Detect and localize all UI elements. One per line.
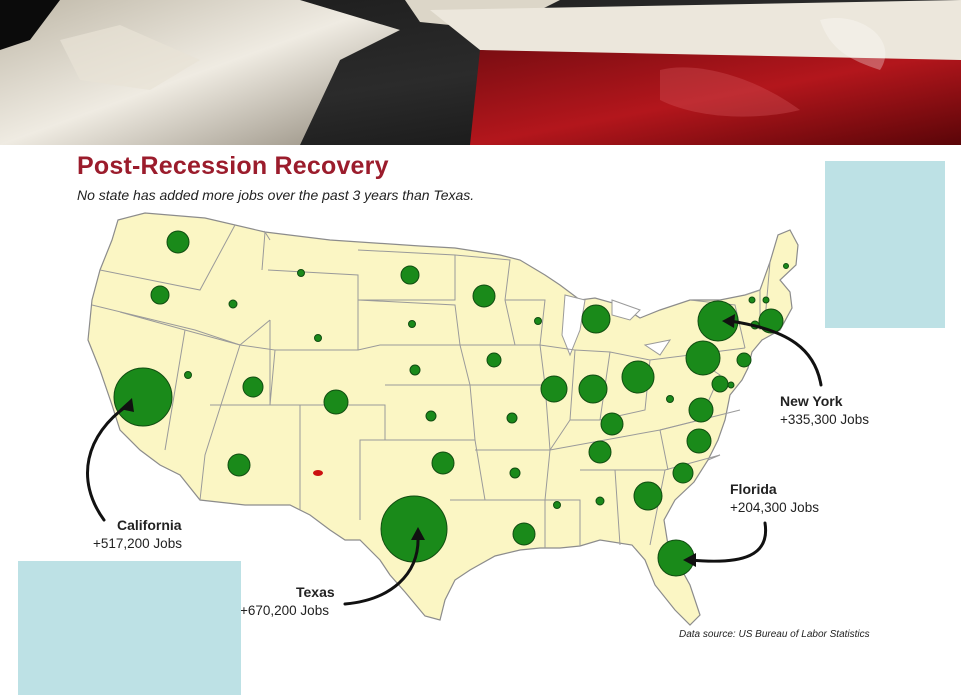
bubble-north-carolina — [686, 428, 712, 454]
callout-florida-name: Florida — [730, 481, 777, 497]
placeholder-box-bottom-left — [18, 561, 241, 695]
arrowhead-new-york — [722, 314, 735, 328]
callout-texas: Texas +670,200 Jobs — [240, 584, 335, 618]
bubble-louisiana — [512, 522, 536, 546]
bubble-utah — [242, 376, 264, 398]
bubble-vermont — [748, 296, 756, 304]
bubble-washington — [166, 230, 190, 254]
bubble-oregon — [150, 285, 170, 305]
bubble-nevada — [184, 371, 192, 379]
data-source-note: Data source: US Bureau of Labor Statisti… — [679, 629, 870, 640]
bubble-texas — [380, 495, 448, 563]
bubble-north-dakota — [400, 265, 420, 285]
callout-florida: Florida +204,300 Jobs — [730, 481, 819, 515]
bubble-massachusetts — [758, 308, 784, 334]
callout-new-york-jobs: +335,300 Jobs — [780, 412, 869, 427]
arrow-california — [86, 403, 130, 522]
bubble-illinois — [540, 375, 568, 403]
bubble-maryland — [711, 375, 729, 393]
bubble-ohio — [621, 360, 655, 394]
bubble-alabama — [595, 496, 605, 506]
bubble-west-virginia — [666, 395, 674, 403]
arrow-texas — [343, 533, 420, 606]
bubble-south-carolina — [672, 462, 694, 484]
bubble-delaware — [727, 381, 735, 389]
bubble-wyoming — [314, 334, 322, 342]
bubble-colorado — [323, 389, 349, 415]
callout-california-jobs: +517,200 Jobs — [93, 536, 182, 551]
bubble-georgia — [633, 481, 663, 511]
arrowhead-florida — [683, 553, 696, 567]
flag-banner-image — [0, 0, 961, 145]
bubble-wisconsin — [534, 317, 542, 325]
arrow-florida — [688, 521, 768, 563]
callout-texas-jobs: +670,200 Jobs — [240, 603, 329, 618]
callout-california-name: California — [117, 517, 182, 533]
chart-title: Post-Recession Recovery — [77, 152, 389, 180]
bubble-kentucky — [600, 412, 624, 436]
bubble-california — [113, 367, 173, 427]
bubble-south-dakota — [408, 320, 416, 328]
callout-texas-name: Texas — [296, 584, 335, 600]
bubble-new-hampshire — [762, 296, 770, 304]
bubble-new-jersey — [736, 352, 752, 368]
arrow-new-york — [728, 319, 823, 387]
bubble-arkansas — [509, 467, 521, 479]
placeholder-box-top-right — [825, 161, 945, 328]
chart-subtitle: No state has added more jobs over the pa… — [77, 187, 475, 203]
callout-florida-jobs: +204,300 Jobs — [730, 500, 819, 515]
bubble-mississippi — [553, 501, 561, 509]
bubble-montana — [297, 269, 305, 277]
bubble-michigan — [581, 304, 611, 334]
bubble-iowa — [486, 352, 502, 368]
callout-new-york: New York +335,300 Jobs — [780, 393, 869, 427]
callout-california: California +517,200 Jobs — [93, 517, 182, 551]
bubble-arizona — [227, 453, 251, 477]
bubble-virginia — [688, 397, 714, 423]
callout-new-york-name: New York — [780, 393, 843, 409]
bubble-indiana — [578, 374, 608, 404]
bubble-pennsylvania — [685, 340, 721, 376]
bubble-minnesota — [472, 284, 496, 308]
bubble-new-mexico-negative — [313, 470, 323, 476]
arrowhead-california — [120, 398, 134, 412]
arrowhead-texas — [411, 527, 425, 540]
bubble-missouri — [506, 412, 518, 424]
bubble-nebraska — [409, 364, 421, 376]
bubble-oklahoma — [431, 451, 455, 475]
bubble-maine — [783, 263, 789, 269]
bubble-kansas — [425, 410, 437, 422]
bubble-idaho — [228, 299, 238, 309]
bubble-tennessee — [588, 440, 612, 464]
